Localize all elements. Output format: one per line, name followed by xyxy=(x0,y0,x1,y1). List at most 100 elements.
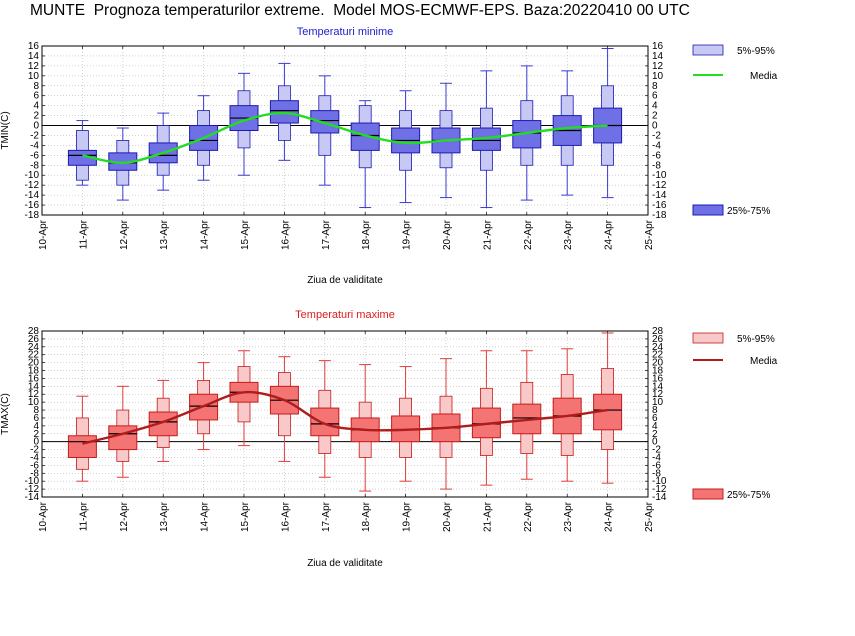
box-18-Apr xyxy=(350,364,380,492)
y-tick-label: -14 xyxy=(25,492,40,503)
x-tick-label: 24-Apr xyxy=(604,501,615,532)
y-tick-label-right: 4 xyxy=(652,421,658,432)
legend-label-p5-95: 5%-95% xyxy=(737,46,775,57)
x-tick-label: 23-Apr xyxy=(563,219,574,250)
box-12-Apr xyxy=(108,127,138,201)
x-tick-label: 13-Apr xyxy=(159,219,170,250)
box-24-Apr xyxy=(593,332,623,484)
x-axis-label: Ziua de validitate xyxy=(307,558,383,569)
y-tick-label: -6 xyxy=(30,460,39,471)
y-tick-label-right: 14 xyxy=(652,51,664,62)
y-tick-label: 2 xyxy=(33,111,39,122)
y-tick-label-right: 12 xyxy=(652,389,664,400)
y-tick-label: 0 xyxy=(33,437,39,448)
x-tick-label: 14-Apr xyxy=(200,219,211,250)
plot-frame xyxy=(41,45,649,216)
x-tick-label: 11-Apr xyxy=(78,501,89,531)
box-20-Apr xyxy=(431,358,461,490)
box-13-Apr xyxy=(148,112,178,191)
box-16-Apr xyxy=(269,62,299,161)
y-tick-label-right: -16 xyxy=(652,200,667,211)
x-tick-label: 21-Apr xyxy=(482,501,493,532)
p25-75-box xyxy=(148,411,178,437)
y-tick-label: 4 xyxy=(33,101,39,112)
y-tick-label: -6 xyxy=(30,150,39,161)
y-tick-label: 26 xyxy=(28,334,40,345)
x-tick-label: 18-Apr xyxy=(361,219,372,250)
y-tick-label-right: 8 xyxy=(652,405,658,416)
x-tick-label: 15-Apr xyxy=(240,219,251,250)
y-tick-label-right: -12 xyxy=(652,180,667,191)
y-tick-label: 18 xyxy=(28,366,40,377)
box-17-Apr xyxy=(310,75,340,186)
y-tick-label: 14 xyxy=(28,51,40,62)
x-axis-label: Ziua de validitate xyxy=(307,275,383,286)
y-tick-label: -4 xyxy=(30,452,39,463)
legend-swatch-p25-75 xyxy=(692,488,724,500)
y-tick-label-right: 14 xyxy=(652,381,664,392)
y-tick-label: 6 xyxy=(33,91,39,102)
y-tick-label: 12 xyxy=(28,61,40,72)
y-tick-label-right: -4 xyxy=(652,452,661,463)
y-tick-label: 8 xyxy=(33,405,39,416)
y-tick-label: 2 xyxy=(33,429,39,440)
box-11-Apr xyxy=(67,395,97,482)
y-tick-label-right: -8 xyxy=(652,468,661,479)
box-23-Apr xyxy=(552,70,582,196)
x-tick-label: 19-Apr xyxy=(402,501,413,532)
y-tick-label-right: -2 xyxy=(652,445,661,456)
box-22-Apr xyxy=(512,350,542,480)
y-tick-label-right: -14 xyxy=(652,190,667,201)
legend-swatch-p25-75 xyxy=(692,204,724,216)
y-tick-label: -2 xyxy=(30,445,39,456)
x-tick-label: 23-Apr xyxy=(563,501,574,532)
box-17-Apr xyxy=(310,360,340,478)
y-tick-label-right: 8 xyxy=(652,81,658,92)
box-21-Apr xyxy=(471,350,501,486)
y-tick-label-right: -4 xyxy=(652,140,661,151)
y-axis-label: TMAX(C) xyxy=(0,393,11,435)
y-tick-label-right: -14 xyxy=(652,492,667,503)
y-tick-label-right: -6 xyxy=(652,150,661,161)
x-tick-label: 18-Apr xyxy=(361,501,372,532)
y-tick-label-right: 2 xyxy=(652,429,658,440)
y-tick-label: 22 xyxy=(28,350,40,361)
box-19-Apr xyxy=(391,366,421,482)
y-tick-label-right: -12 xyxy=(652,484,667,495)
y-tick-label: 0 xyxy=(33,121,39,132)
y-tick-label: 16 xyxy=(28,41,40,52)
x-tick-label: 10-Apr xyxy=(38,501,49,532)
x-tick-label: 24-Apr xyxy=(604,219,615,250)
y-tick-label: 8 xyxy=(33,81,39,92)
y-tick-label-right: 16 xyxy=(652,373,664,384)
y-tick-label: -10 xyxy=(25,170,40,181)
x-tick-label: 17-Apr xyxy=(321,501,332,532)
x-tick-label: 17-Apr xyxy=(321,219,332,250)
box-19-Apr xyxy=(391,90,421,204)
y-tick-label: 24 xyxy=(28,342,40,353)
y-tick-label: -12 xyxy=(25,484,40,495)
x-tick-label: 13-Apr xyxy=(159,501,170,532)
legend-label-p25-75: 25%-75% xyxy=(727,206,770,217)
legend-swatch-p5-95 xyxy=(692,44,724,56)
chart-title: Temperaturi minime xyxy=(297,26,394,38)
x-tick-label: 22-Apr xyxy=(523,501,534,532)
y-tick-label: 4 xyxy=(33,421,39,432)
y-tick-label: 10 xyxy=(28,397,40,408)
p25-75-box xyxy=(67,435,97,458)
y-tick-label-right: 10 xyxy=(652,397,664,408)
y-tick-label: -12 xyxy=(25,180,40,191)
y-tick-label: 10 xyxy=(28,71,40,82)
y-tick-label-right: 6 xyxy=(652,91,658,102)
y-tick-label: -16 xyxy=(25,200,40,211)
box-16-Apr xyxy=(269,356,299,462)
y-tick-label: -2 xyxy=(30,130,39,141)
y-tick-label-right: -18 xyxy=(652,210,667,221)
x-tick-label: 25-Apr xyxy=(644,501,655,532)
y-tick-label: 20 xyxy=(28,358,40,369)
mean-line xyxy=(82,390,608,445)
x-tick-label: 20-Apr xyxy=(442,219,453,250)
y-tick-label-right: -2 xyxy=(652,130,661,141)
